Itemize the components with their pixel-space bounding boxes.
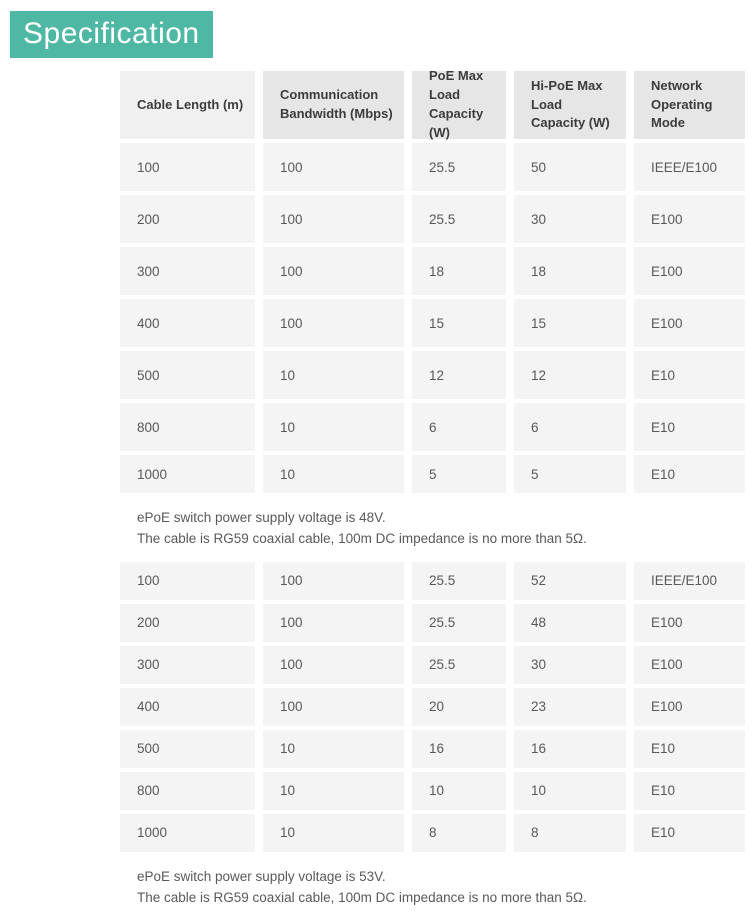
table-cell: 100 xyxy=(120,143,255,191)
table-cell: 5 xyxy=(412,455,506,493)
table-cell: 15 xyxy=(412,299,506,347)
table-cell: 25.5 xyxy=(412,195,506,243)
table-cell: 100 xyxy=(263,195,404,243)
table-cell: E100 xyxy=(634,687,745,726)
note-line-cable: The cable is RG59 coaxial cable, 100m DC… xyxy=(137,530,587,546)
table-cell: 10 xyxy=(263,729,404,768)
note-53v: ePoE switch power supply voltage is 53V.… xyxy=(120,855,745,915)
table-cell: 100 xyxy=(263,299,404,347)
table-cell: E100 xyxy=(634,603,745,642)
table-cell: 12 xyxy=(514,351,626,399)
table-cell: 200 xyxy=(120,603,255,642)
table-cell: 18 xyxy=(514,247,626,295)
table-cell: 10 xyxy=(263,813,404,852)
table-cell: 8 xyxy=(412,813,506,852)
table-cell: 1000 xyxy=(120,455,255,493)
table-cell: 8 xyxy=(514,813,626,852)
table-cell: 10 xyxy=(514,771,626,810)
table-cell: 100 xyxy=(263,687,404,726)
table-cell: 23 xyxy=(514,687,626,726)
table-cell: 400 xyxy=(120,687,255,726)
note-line-voltage: ePoE switch power supply voltage is 48V. xyxy=(137,510,386,525)
table-cell: E100 xyxy=(634,299,745,347)
column-header-poe-max-load: PoE Max Load Capacity (W) xyxy=(412,68,506,140)
table-cell: 1000 xyxy=(120,813,255,852)
table-cell: 10 xyxy=(263,351,404,399)
column-header-cable-length: Cable Length (m) xyxy=(120,71,255,139)
table-cell: IEEE/E100 xyxy=(634,143,745,191)
table-cell: 6 xyxy=(514,403,626,451)
table-cell: 800 xyxy=(120,403,255,451)
table-cell: E10 xyxy=(634,813,745,852)
table-cell: 20 xyxy=(412,687,506,726)
table-cell: 300 xyxy=(120,645,255,684)
table-cell: E10 xyxy=(634,403,745,451)
table-cell: E100 xyxy=(634,645,745,684)
table-cell: 300 xyxy=(120,247,255,295)
table-cell: 400 xyxy=(120,299,255,347)
table-cell: 10 xyxy=(263,771,404,810)
table-cell: 52 xyxy=(514,561,626,600)
table-cell: 100 xyxy=(263,645,404,684)
table-cell: 10 xyxy=(263,403,404,451)
table-cell: E100 xyxy=(634,247,745,295)
table-cell: 100 xyxy=(263,561,404,600)
table-cell: E10 xyxy=(634,771,745,810)
table-cell: 25.5 xyxy=(412,603,506,642)
table-cell: 10 xyxy=(263,455,404,493)
table-cell: 16 xyxy=(514,729,626,768)
table-cell: 12 xyxy=(412,351,506,399)
column-header-communication-bandwidth: Communication Bandwidth (Mbps) xyxy=(263,71,404,139)
table-cell: 100 xyxy=(263,143,404,191)
table-cell: E100 xyxy=(634,195,745,243)
table-cell: 5 xyxy=(514,455,626,493)
table-cell: 100 xyxy=(120,561,255,600)
table-cell: 500 xyxy=(120,351,255,399)
table-cell: 30 xyxy=(514,645,626,684)
note-48v: ePoE switch power supply voltage is 48V.… xyxy=(120,497,745,558)
table-cell: 25.5 xyxy=(412,561,506,600)
page-title: Specification xyxy=(10,11,213,58)
table-cell: 48 xyxy=(514,603,626,642)
table-cell: 10 xyxy=(412,771,506,810)
table-cell: 25.5 xyxy=(412,143,506,191)
table-cell: 200 xyxy=(120,195,255,243)
table-cell: 6 xyxy=(412,403,506,451)
table-cell: E10 xyxy=(634,351,745,399)
table-cell: E10 xyxy=(634,455,745,493)
table-cell: 100 xyxy=(263,603,404,642)
table-cell: 50 xyxy=(514,143,626,191)
note-line-voltage: ePoE switch power supply voltage is 53V. xyxy=(137,868,386,884)
table-cell: IEEE/E100 xyxy=(634,561,745,600)
table-cell: 18 xyxy=(412,247,506,295)
table-cell: 16 xyxy=(412,729,506,768)
table-cell: 25.5 xyxy=(412,645,506,684)
note-line-cable: The cable is RG59 coaxial cable, 100m DC… xyxy=(137,889,587,905)
table-cell: 30 xyxy=(514,195,626,243)
table-cell: 15 xyxy=(514,299,626,347)
table-cell: E10 xyxy=(634,729,745,768)
column-header-hipoe-max-load: Hi-PoE Max Load Capacity (W) xyxy=(514,71,626,139)
column-header-network-mode: Network Operating Mode xyxy=(634,71,745,139)
table-cell: 500 xyxy=(120,729,255,768)
table-cell: 100 xyxy=(263,247,404,295)
table-cell: 800 xyxy=(120,771,255,810)
specification-table: Cable Length (m) Communication Bandwidth… xyxy=(120,68,745,915)
